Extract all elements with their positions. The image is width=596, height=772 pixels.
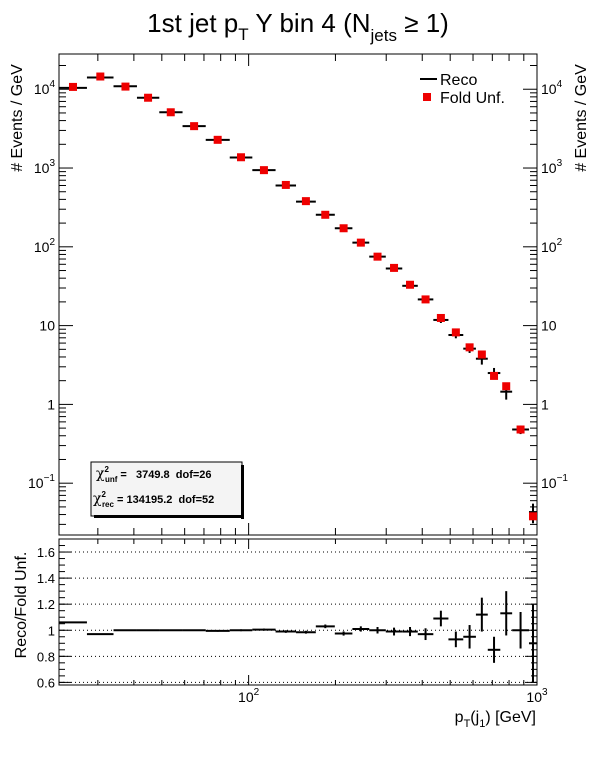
fold-unf-marker (406, 280, 415, 289)
fold-unf-marker (390, 263, 399, 272)
ratio-y-tick-label: 1 (48, 623, 55, 638)
fold-unf-marker (68, 82, 77, 91)
x-axis-title: pT(j1) [GeV] (455, 709, 536, 730)
top-y-tick-label-right: 104 (541, 79, 563, 97)
fold-unf-marker (144, 93, 153, 102)
ratio-panel-data (59, 591, 537, 683)
fold-unf-marker (516, 425, 525, 434)
top-panel-data (59, 72, 537, 524)
ratio-y-axis-title: Reco/Fold Unf. (13, 552, 30, 659)
legend: Reco Fold Unf. (420, 72, 505, 107)
top-y-tick-label: 103 (34, 158, 56, 176)
ratio-panel-ticks: 0.6 0.8 1 1.2 1.4 1.6 102 103 (37, 539, 548, 705)
x-tick-label: 102 (238, 687, 260, 705)
legend-unfold-swatch (423, 93, 431, 101)
fold-unf-marker (421, 295, 430, 304)
fold-unf-marker (356, 238, 365, 247)
top-y-tick-label-right: 10 (541, 318, 557, 334)
top-y-tick-label-right: 102 (541, 237, 563, 255)
fold-unf-marker (121, 82, 130, 91)
fold-unf-marker (281, 180, 290, 189)
top-y-tick-label: 1 (47, 396, 55, 412)
ratio-y-tick-label: 1.6 (37, 545, 55, 560)
fold-unf-marker (451, 328, 460, 337)
chi2-rec-line: χ2 rec = 134195.2 dof=52 (93, 490, 214, 509)
fold-unf-marker (166, 108, 175, 117)
fold-unf-marker (373, 252, 382, 261)
top-y-tick-label-right: 103 (541, 158, 563, 176)
top-y-tick-label: 104 (34, 79, 56, 97)
chi2-unf-line: χ2 unf = 3749.8 dof=26 (96, 465, 212, 484)
top-y-tick-label: 102 (34, 237, 56, 255)
ratio-gridlines (59, 551, 537, 683)
y-axis-title-right: # Events / GeV (573, 64, 590, 172)
fold-unf-marker (490, 371, 499, 380)
ratio-y-tick-label: 1.4 (37, 571, 55, 586)
fold-unf-marker (339, 224, 348, 233)
fold-unf-marker (321, 210, 330, 219)
fold-unf-marker (301, 197, 310, 206)
top-y-tick-label: 10 (39, 318, 55, 334)
fold-unf-marker (528, 512, 537, 521)
top-y-tick-label: 10−1 (28, 473, 55, 491)
fold-unf-marker (213, 135, 222, 144)
x-tick-label: 103 (526, 687, 548, 705)
top-panel-frame (58, 53, 538, 536)
fold-unf-marker (502, 382, 511, 391)
y-axis-title-left: # Events / GeV (9, 64, 26, 172)
fold-unf-marker (259, 166, 268, 175)
top-y-tick-label-right: 10−1 (541, 473, 568, 491)
fold-unf-marker (237, 153, 246, 162)
ratio-y-tick-label: 0.6 (37, 675, 55, 690)
legend-reco-label: Reco (440, 72, 477, 89)
top-y-tick-label-right: 1 (541, 396, 549, 412)
ratio-y-tick-label: 0.8 (37, 649, 55, 664)
fold-unf-marker (477, 350, 486, 359)
fold-unf-marker (190, 122, 199, 131)
top-panel-ticks: 10−1 10−1 1 1 10 10 102 102 103 103 104 104 (28, 54, 568, 535)
chi2-stats-box: χ2 unf = 3749.8 dof=26 χ2 rec = 134195.2 d… (90, 461, 244, 519)
fold-unf-marker (436, 313, 445, 322)
ratio-panel-frame (58, 538, 538, 686)
fold-unf-marker (96, 72, 105, 81)
fold-unf-marker (465, 343, 474, 352)
legend-unfold-label: Fold Unf. (440, 90, 505, 107)
chart-title: 1st jet pT Y bin 4 (Njets ≥ 1) (147, 8, 449, 45)
ratio-y-tick-label: 1.2 (37, 597, 55, 612)
